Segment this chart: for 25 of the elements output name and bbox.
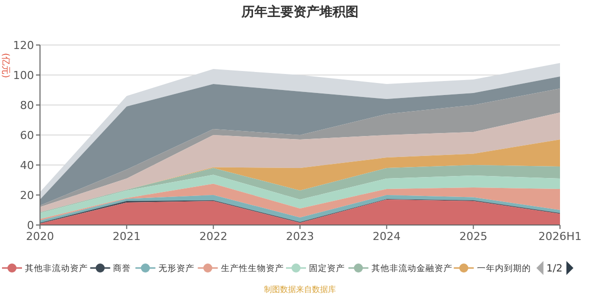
x-tick-label: 2024 xyxy=(372,230,401,243)
x-tick-label: 2025 xyxy=(459,230,488,243)
x-tick-label: 2022 xyxy=(199,230,228,243)
y-tick-label: 80 xyxy=(20,98,34,112)
legend-label: 商誉 xyxy=(113,262,132,274)
legend-label: 一年内到期的 xyxy=(476,262,531,274)
y-tick-label: 20 xyxy=(20,188,34,202)
y-tick-label: 100 xyxy=(13,68,34,82)
y-tick-label: 120 xyxy=(13,38,34,52)
legend-label: 其他非流动金融资产 xyxy=(371,262,452,274)
x-tick-label: 2023 xyxy=(286,230,314,243)
chart-title: 历年主要资产堆积图 xyxy=(240,4,358,20)
legend-label: 无形资产 xyxy=(158,262,194,274)
text: 制图数据来自数据库 xyxy=(264,285,336,294)
legend-label: 生产性生物资产 xyxy=(220,262,284,274)
y-axis-title: (亿元) xyxy=(0,53,11,78)
legend-label: 固定资产 xyxy=(309,262,345,274)
x-tick-label: 2020 xyxy=(26,230,54,243)
legend-label: 其他非流动资产 xyxy=(25,262,88,274)
y-tick-label: 0 xyxy=(27,218,34,232)
x-tick-label: 2021 xyxy=(112,230,141,243)
y-tick-label: 40 xyxy=(20,158,34,172)
y-tick-label: 60 xyxy=(20,128,34,142)
text: 1/2 xyxy=(546,264,562,274)
x-tick-label: 2026H1 xyxy=(538,230,582,243)
